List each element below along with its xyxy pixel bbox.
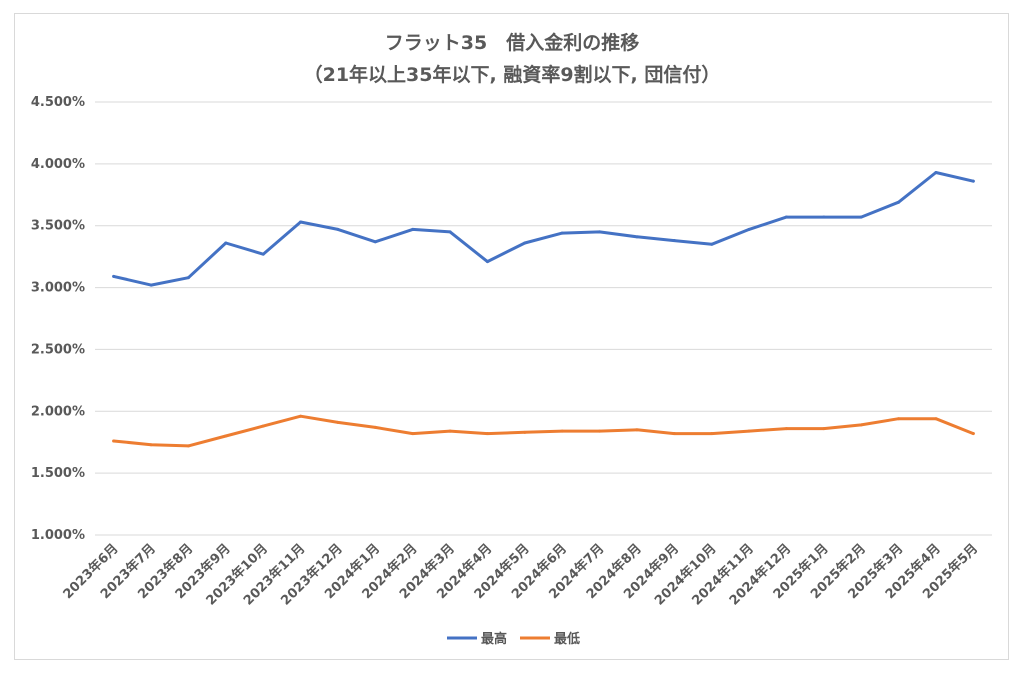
- data-point: [523, 430, 527, 434]
- data-point: [897, 200, 901, 204]
- y-tick-label: 4.500%: [31, 95, 85, 110]
- data-point: [523, 241, 527, 245]
- data-point: [971, 432, 975, 436]
- y-tick-label: 1.000%: [31, 528, 85, 543]
- data-point: [859, 215, 863, 219]
- data-point: [859, 423, 863, 427]
- chart-title: フラット35 借入金利の推移: [384, 32, 640, 54]
- data-point: [411, 227, 415, 231]
- data-point: [261, 424, 265, 428]
- data-point: [485, 432, 489, 436]
- data-point: [186, 444, 190, 448]
- data-point: [149, 283, 153, 287]
- data-point: [373, 425, 377, 429]
- data-point: [635, 235, 639, 239]
- x-axis-tick-labels: 2023年6月2023年7月2023年8月2023年9月2023年10月2023…: [60, 541, 981, 609]
- gridlines: [95, 101, 992, 536]
- series-line-1: [112, 414, 975, 448]
- y-tick-label: 3.500%: [31, 219, 85, 234]
- data-point: [822, 427, 826, 431]
- data-point: [149, 443, 153, 447]
- data-point: [822, 215, 826, 219]
- data-point: [598, 230, 602, 234]
- data-point: [448, 429, 452, 433]
- data-point: [186, 276, 190, 280]
- data-point: [934, 417, 938, 421]
- data-point: [672, 239, 676, 243]
- data-point: [672, 432, 676, 436]
- data-point: [299, 220, 303, 224]
- data-point: [897, 417, 901, 421]
- series-lines: [112, 171, 975, 448]
- data-point: [261, 252, 265, 256]
- data-point: [224, 434, 228, 438]
- data-point: [934, 171, 938, 175]
- data-point: [448, 230, 452, 234]
- data-point: [485, 260, 489, 264]
- legend-label-0: 最高: [481, 631, 507, 647]
- data-point: [560, 429, 564, 433]
- data-point: [710, 432, 714, 436]
- y-tick-label: 2.500%: [31, 342, 85, 357]
- y-tick-label: 1.500%: [31, 466, 85, 481]
- y-tick-label: 4.000%: [31, 157, 85, 172]
- data-point: [747, 429, 751, 433]
- data-point: [112, 439, 116, 443]
- data-point: [373, 240, 377, 244]
- y-tick-label: 2.000%: [31, 404, 85, 419]
- data-point: [710, 242, 714, 246]
- data-point: [598, 429, 602, 433]
- y-tick-label: 3.000%: [31, 281, 85, 296]
- legend-label-1: 最低: [554, 631, 580, 647]
- data-point: [299, 414, 303, 418]
- data-point: [784, 215, 788, 219]
- data-point: [971, 179, 975, 183]
- data-point: [336, 227, 340, 231]
- y-axis-tick-labels: 1.000% 1.500% 2.000% 2.500% 3.000% 3.500% 4.00…: [31, 95, 85, 543]
- data-point: [112, 274, 116, 278]
- data-point: [411, 432, 415, 436]
- chart-frame: [14, 13, 1009, 660]
- data-point: [336, 420, 340, 424]
- data-point: [784, 427, 788, 431]
- data-point: [560, 231, 564, 235]
- data-point: [747, 227, 751, 231]
- data-point: [224, 241, 228, 245]
- series-line-0: [112, 171, 975, 287]
- legend: 最高 最低: [447, 631, 580, 647]
- chart-subtitle: （21年以上35年以下, 融資率9割以下, 団信付）: [303, 64, 721, 86]
- data-point: [635, 428, 639, 432]
